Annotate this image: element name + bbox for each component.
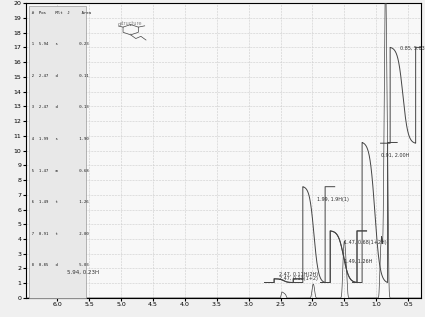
- Text: structure: structure: [119, 21, 142, 26]
- Bar: [28, 6, 86, 298]
- Text: 3  2.47   d         0.13: 3 2.47 d 0.13: [28, 105, 89, 109]
- Text: #  Pos    Mlt  J     Area: # Pos Mlt J Area: [28, 10, 91, 15]
- Text: O: O: [117, 23, 121, 27]
- Text: 7  0.91   t         2.00: 7 0.91 t 2.00: [28, 232, 89, 236]
- Text: 1.47, 0.68(1+2H): 1.47, 0.68(1+2H): [344, 240, 387, 245]
- Text: 2.47, 0.13(1+2): 2.47, 0.13(1+2): [278, 275, 317, 281]
- Text: 5.94, 0.23H: 5.94, 0.23H: [67, 270, 99, 275]
- Text: 1  5.94   s         0.23: 1 5.94 s 0.23: [28, 42, 89, 46]
- Text: 4  1.99   s         1.90: 4 1.99 s 1.90: [28, 137, 89, 141]
- Text: 1.99, 1.9H(1): 1.99, 1.9H(1): [317, 197, 348, 202]
- Text: 8  0.85   d         5.03: 8 0.85 d 5.03: [28, 263, 89, 268]
- Text: 1.49, 1.26H: 1.49, 1.26H: [344, 259, 373, 264]
- Text: 2  2.47   d         0.11: 2 2.47 d 0.11: [28, 74, 89, 78]
- Text: 6  1.49   t         1.26: 6 1.49 t 1.26: [28, 200, 89, 204]
- Text: 5  1.47   m         0.68: 5 1.47 m 0.68: [28, 169, 89, 172]
- Text: 0.91, 2.00H: 0.91, 2.00H: [380, 153, 409, 158]
- Text: 2.47, 0.11H(2H): 2.47, 0.11H(2H): [278, 272, 318, 277]
- Text: 0.85, 5.03H: 0.85, 5.03H: [400, 45, 425, 50]
